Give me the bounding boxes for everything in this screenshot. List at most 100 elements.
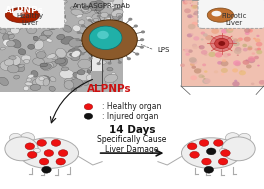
Bar bbox=[91, 42, 102, 46]
Circle shape bbox=[254, 17, 257, 20]
Ellipse shape bbox=[11, 11, 25, 20]
Ellipse shape bbox=[68, 48, 82, 58]
Ellipse shape bbox=[15, 17, 21, 21]
Circle shape bbox=[204, 78, 211, 84]
Ellipse shape bbox=[101, 12, 108, 18]
Circle shape bbox=[84, 104, 93, 110]
Ellipse shape bbox=[7, 40, 15, 47]
Ellipse shape bbox=[87, 70, 91, 73]
Ellipse shape bbox=[95, 21, 100, 26]
Circle shape bbox=[211, 36, 233, 51]
Bar bbox=[91, 71, 102, 85]
Ellipse shape bbox=[86, 16, 92, 21]
Circle shape bbox=[221, 150, 230, 156]
Ellipse shape bbox=[115, 50, 124, 55]
Circle shape bbox=[198, 74, 204, 78]
Circle shape bbox=[221, 15, 225, 19]
Ellipse shape bbox=[50, 54, 58, 60]
Ellipse shape bbox=[55, 58, 66, 64]
Circle shape bbox=[205, 35, 213, 40]
Ellipse shape bbox=[83, 60, 92, 67]
Circle shape bbox=[236, 9, 239, 11]
Ellipse shape bbox=[97, 12, 101, 15]
Ellipse shape bbox=[10, 23, 21, 31]
Circle shape bbox=[199, 46, 201, 47]
Text: ALPNPs: ALPNPs bbox=[5, 6, 44, 15]
FancyBboxPatch shape bbox=[198, 0, 264, 28]
Bar bbox=[0, 0, 123, 92]
Ellipse shape bbox=[59, 34, 64, 37]
Circle shape bbox=[248, 58, 255, 63]
Circle shape bbox=[226, 28, 233, 33]
Circle shape bbox=[259, 80, 264, 85]
Circle shape bbox=[204, 53, 208, 56]
Circle shape bbox=[84, 113, 93, 119]
Circle shape bbox=[221, 68, 228, 73]
Circle shape bbox=[244, 19, 252, 24]
Text: : Injured organ: : Injured organ bbox=[102, 112, 158, 121]
Circle shape bbox=[190, 2, 191, 4]
Ellipse shape bbox=[89, 50, 97, 56]
Circle shape bbox=[39, 158, 49, 165]
Circle shape bbox=[204, 14, 207, 16]
Circle shape bbox=[37, 139, 46, 146]
Circle shape bbox=[232, 68, 238, 73]
Circle shape bbox=[251, 20, 255, 23]
Circle shape bbox=[227, 26, 234, 31]
Circle shape bbox=[244, 1, 247, 3]
Ellipse shape bbox=[84, 34, 97, 43]
Circle shape bbox=[230, 9, 232, 11]
Text: ALPNPs: ALPNPs bbox=[87, 84, 132, 94]
Circle shape bbox=[193, 5, 197, 8]
Ellipse shape bbox=[30, 84, 41, 91]
Circle shape bbox=[191, 66, 196, 69]
Ellipse shape bbox=[5, 7, 40, 23]
Circle shape bbox=[221, 73, 224, 75]
Circle shape bbox=[201, 7, 204, 9]
Ellipse shape bbox=[81, 40, 88, 44]
Circle shape bbox=[256, 49, 260, 52]
Ellipse shape bbox=[90, 37, 99, 44]
Circle shape bbox=[184, 8, 191, 13]
Circle shape bbox=[20, 133, 35, 143]
Ellipse shape bbox=[107, 67, 113, 71]
Ellipse shape bbox=[62, 25, 72, 32]
Circle shape bbox=[235, 62, 241, 66]
Circle shape bbox=[188, 16, 191, 18]
Ellipse shape bbox=[23, 86, 29, 91]
Circle shape bbox=[260, 5, 264, 9]
Circle shape bbox=[192, 16, 194, 17]
Ellipse shape bbox=[70, 79, 83, 88]
Ellipse shape bbox=[50, 9, 58, 13]
Circle shape bbox=[97, 15, 101, 18]
Circle shape bbox=[246, 2, 248, 3]
Circle shape bbox=[243, 60, 249, 65]
Circle shape bbox=[190, 12, 192, 13]
Circle shape bbox=[257, 48, 261, 51]
Circle shape bbox=[135, 53, 139, 56]
Ellipse shape bbox=[34, 40, 44, 50]
Circle shape bbox=[107, 62, 112, 65]
Ellipse shape bbox=[21, 55, 31, 61]
Text: Specifically Cause
Liver Damage: Specifically Cause Liver Damage bbox=[97, 135, 167, 154]
Text: Anti-ASGPR-mAb: Anti-ASGPR-mAb bbox=[73, 3, 131, 9]
Circle shape bbox=[248, 20, 254, 25]
Circle shape bbox=[232, 37, 234, 39]
Circle shape bbox=[188, 24, 196, 29]
Ellipse shape bbox=[9, 56, 16, 60]
Circle shape bbox=[244, 13, 249, 17]
Circle shape bbox=[184, 49, 189, 52]
Circle shape bbox=[127, 57, 131, 60]
Ellipse shape bbox=[10, 28, 15, 31]
Ellipse shape bbox=[83, 81, 88, 85]
Circle shape bbox=[254, 48, 258, 51]
Ellipse shape bbox=[22, 23, 27, 28]
Ellipse shape bbox=[46, 0, 59, 9]
Circle shape bbox=[190, 151, 199, 158]
Circle shape bbox=[214, 139, 223, 146]
Circle shape bbox=[183, 1, 188, 5]
Ellipse shape bbox=[61, 51, 66, 53]
Ellipse shape bbox=[0, 0, 10, 9]
Circle shape bbox=[245, 31, 250, 35]
Circle shape bbox=[118, 61, 122, 64]
